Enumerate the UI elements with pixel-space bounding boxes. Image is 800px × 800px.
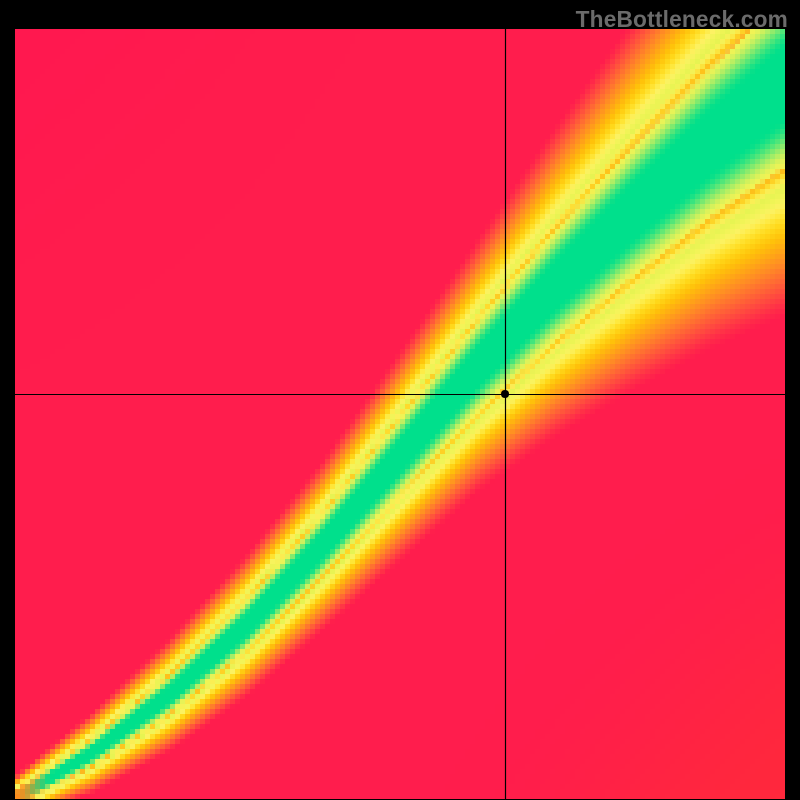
watermark-text: TheBottleneck.com: [576, 6, 788, 33]
chart-stage: { "watermark": { "text": "TheBottleneck.…: [0, 0, 800, 800]
crosshair-overlay: [15, 29, 785, 799]
